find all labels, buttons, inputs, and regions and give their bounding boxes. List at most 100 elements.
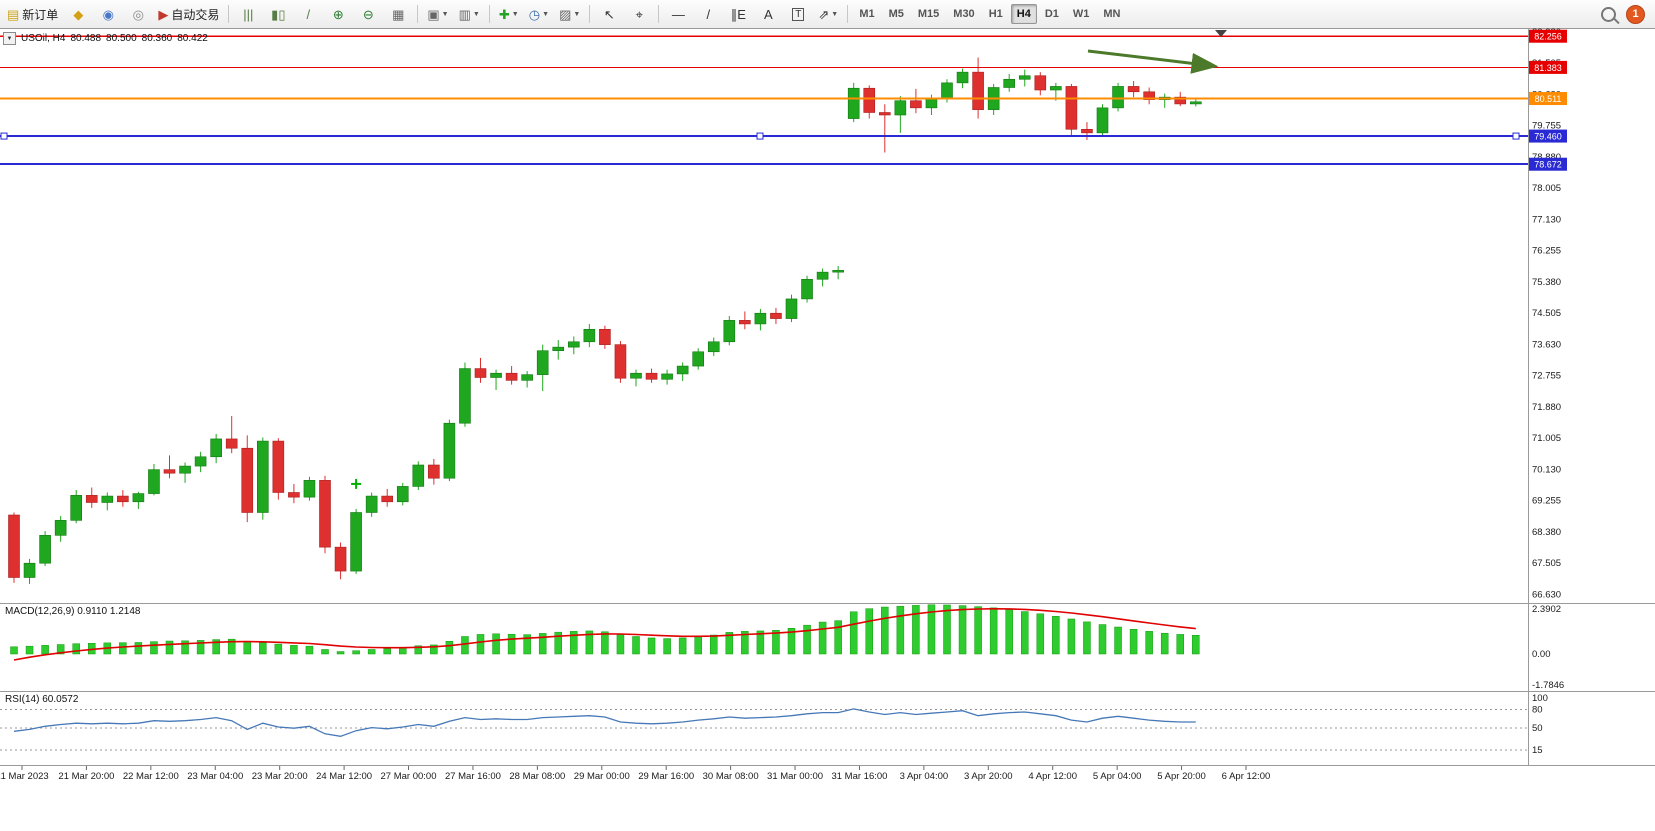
toolbar-separator <box>658 5 660 23</box>
label-tool-button[interactable]: T <box>784 2 812 26</box>
add-indicator-button[interactable]: ✚ ▼ <box>495 2 523 26</box>
charts-profile-icon[interactable]: ◆ <box>64 2 92 26</box>
toolbar: ▤ 新订单 ◆ ◉ ◎ ▶ 自动交易 ||| ▮▯ / ⊕ ⊖ ▦ ▣ ▼ ▥ ▼ ✚ ▼ ◷ ▼ ▨ ▼ ↖ ⌖ — / ∥E A T ⇗… <box>0 0 1655 28</box>
rsi-label: RSI(14) 60.0572 <box>5 694 79 705</box>
rsi-line <box>13 708 1196 737</box>
svg-text:79.460: 79.460 <box>1534 132 1562 142</box>
new-order-button[interactable]: ▤ 新订单 <box>3 2 62 26</box>
market-watch-icon[interactable]: ◉ <box>94 2 122 26</box>
svg-text:2.3902: 2.3902 <box>1532 604 1561 615</box>
svg-text:71.005: 71.005 <box>1532 433 1561 444</box>
timeframe-bar: M1 M5 M15 M30 H1 H4 D1 W1 MN <box>852 4 1127 24</box>
zoom-out-icon: ⊖ <box>362 6 374 22</box>
autotrading-button[interactable]: ▶ 自动交易 <box>154 2 223 26</box>
timeframe-m15[interactable]: M15 <box>917 8 940 20</box>
horizontal-line-82.256[interactable]: 82.256 <box>0 29 1567 43</box>
bar-chart-button[interactable]: ||| <box>234 2 262 26</box>
grid-icon: ▦ <box>392 6 405 22</box>
channel-tool-button[interactable]: ∥E <box>724 2 752 26</box>
timeframe-m1[interactable]: M1 <box>859 8 875 20</box>
svg-text:66.630: 66.630 <box>1532 589 1561 600</box>
trendline-tool-button[interactable]: / <box>694 2 722 26</box>
timeframe-d1[interactable]: D1 <box>1044 8 1059 20</box>
search-icon[interactable] <box>1601 6 1616 22</box>
cursor-icon: ↖ <box>603 6 615 22</box>
tile-windows-button[interactable]: ▣ ▼ <box>423 2 452 26</box>
chevron-down-icon: ▼ <box>472 10 480 18</box>
svg-text:78.005: 78.005 <box>1532 183 1561 194</box>
zoom-out-button[interactable]: ⊖ <box>354 2 382 26</box>
svg-text:23 Mar 20:00: 23 Mar 20:00 <box>252 771 308 782</box>
timeframe-w1[interactable]: W1 <box>1072 8 1090 20</box>
svg-text:21 Mar 2023: 21 Mar 2023 <box>0 771 49 782</box>
svg-text:22 Mar 12:00: 22 Mar 12:00 <box>123 771 179 782</box>
timeframe-h4[interactable]: H4 <box>1010 4 1037 24</box>
svg-text:3 Apr 20:00: 3 Apr 20:00 <box>964 771 1013 782</box>
svg-text:100: 100 <box>1532 693 1548 704</box>
svg-text:31 Mar 00:00: 31 Mar 00:00 <box>767 771 823 782</box>
horizontal-line-78.672[interactable]: 78.672 <box>0 157 1567 171</box>
svg-text:76.255: 76.255 <box>1532 246 1561 257</box>
svg-text:69.255: 69.255 <box>1532 496 1561 507</box>
price-badge <box>1529 157 1567 171</box>
macd-histogram <box>10 604 1200 655</box>
grid-button[interactable]: ▦ <box>384 2 412 26</box>
svg-text:0.00: 0.00 <box>1532 649 1551 660</box>
svg-text:78.880: 78.880 <box>1532 152 1561 163</box>
template-icon: ▨ <box>559 6 572 22</box>
line-chart-icon: / <box>306 6 311 22</box>
crosshair-button[interactable]: ⌖ <box>625 2 653 26</box>
template-button[interactable]: ▨ ▼ <box>555 2 584 26</box>
candlestick-chart-button[interactable]: ▮▯ <box>264 2 292 26</box>
svg-text:70.130: 70.130 <box>1532 464 1561 475</box>
svg-text:75.380: 75.380 <box>1532 277 1561 288</box>
add-indicator-icon: ✚ <box>498 6 510 22</box>
ohlc-close: 80.422 <box>177 33 208 44</box>
chart-shift-marker[interactable] <box>1215 30 1227 37</box>
macd-axis[interactable]: 2.3902 0.00 -1.7846 <box>1532 604 1564 691</box>
horizontal-line-79.460[interactable]: 79.460 <box>0 129 1567 143</box>
arrows-tool-button[interactable]: ⇗ ▼ <box>814 2 842 26</box>
chevron-down-icon: ▼ <box>441 10 449 18</box>
chart-ohlc-header: ▼ USOil, H4 80.488 80.500 80.360 80.422 <box>3 32 208 45</box>
annotation-arrow[interactable] <box>1087 49 1219 74</box>
svg-text:5 Apr 04:00: 5 Apr 04:00 <box>1093 771 1142 782</box>
navigator-icon[interactable]: ◎ <box>124 2 152 26</box>
period-button[interactable]: ◷ ▼ <box>525 2 553 26</box>
toolbar-buttons: ▤ 新订单 ◆ ◉ ◎ ▶ 自动交易 ||| ▮▯ / ⊕ ⊖ ▦ ▣ ▼ ▥ ▼ ✚ ▼ ◷ ▼ ▨ ▼ ↖ ⌖ — / ∥E A T ⇗… <box>2 2 852 26</box>
horizontal-line-80.511[interactable]: 80.511 <box>0 92 1567 106</box>
label-tool-icon: T <box>792 7 805 21</box>
timeframe-m30[interactable]: M30 <box>953 8 975 20</box>
chart-area[interactable] <box>0 29 1655 766</box>
line-chart-button[interactable]: / <box>294 2 322 26</box>
cascade-windows-button[interactable]: ▥ ▼ <box>455 2 484 26</box>
ohlc-low: 80.360 <box>141 33 173 44</box>
notification-badge[interactable]: 1 <box>1626 4 1645 24</box>
price-badge <box>1529 92 1567 106</box>
charts-profile-icon-icon: ◆ <box>73 6 84 22</box>
candlestick-series <box>8 57 1202 584</box>
text-tool-button[interactable]: A <box>754 2 782 26</box>
zoom-in-button[interactable]: ⊕ <box>324 2 352 26</box>
time-axis[interactable]: 21 Mar 2023 21 Mar 20:00 22 Mar 12:00 23 Ma… <box>0 766 1270 782</box>
cursor-button[interactable]: ↖ <box>595 2 623 26</box>
svg-text:3 Apr 04:00: 3 Apr 04:00 <box>900 771 949 782</box>
timeframe-h1[interactable]: H1 <box>988 8 1003 20</box>
hline-tool-button[interactable]: — <box>664 2 692 26</box>
zoom-in-icon: ⊕ <box>332 6 344 22</box>
horizontal-line-81.383[interactable]: 81.383 <box>0 60 1567 74</box>
svg-text:27 Mar 16:00: 27 Mar 16:00 <box>445 771 501 782</box>
svg-text:50: 50 <box>1532 723 1543 734</box>
chart-symbol-period: USOil, H4 <box>21 33 66 44</box>
svg-text:72.755: 72.755 <box>1532 371 1561 382</box>
collapse-ohlc-button[interactable]: ▼ <box>3 32 16 45</box>
autotrading-button-label: 自动交易 <box>171 7 220 22</box>
svg-text:80.511: 80.511 <box>1535 94 1562 104</box>
toolbar-right: 1 <box>1601 4 1653 24</box>
svg-text:78.672: 78.672 <box>1534 160 1562 170</box>
timeframe-mn[interactable]: MN <box>1103 8 1121 20</box>
timeframe-m5[interactable]: M5 <box>888 8 904 20</box>
